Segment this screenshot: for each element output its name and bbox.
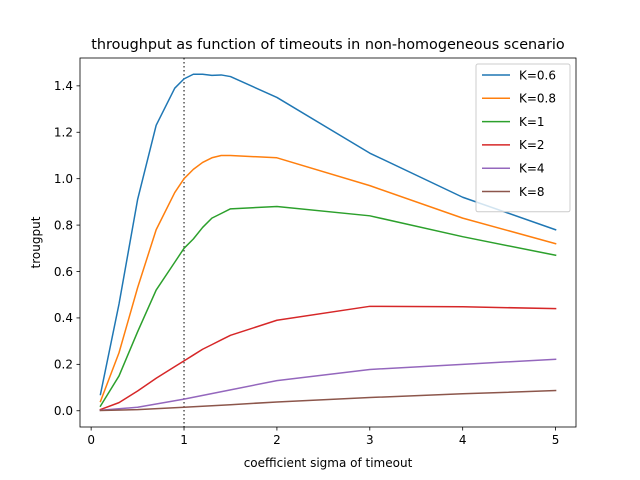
series-line-2 xyxy=(99,205,557,408)
chart-title: throughput as function of timeouts in no… xyxy=(91,37,565,53)
ticks-layer: 0 1 2 3 4 5 0.0 0.2 0.4 0.6 0.8 1.0 1.2 1.4 xyxy=(54,79,559,447)
legend-entry-label: K=1 xyxy=(519,115,545,129)
y-tick-label: 1.4 xyxy=(54,79,73,93)
y-tick-label: 0.2 xyxy=(54,358,73,372)
y-tick-label: 0.8 xyxy=(54,218,73,232)
y-tick-label: 0.0 xyxy=(54,404,73,418)
y-axis-label: trougput xyxy=(29,216,43,268)
series-line-0 xyxy=(99,73,557,396)
series-line-4 xyxy=(99,358,557,412)
x-axis-label: coefficient sigma of timeout xyxy=(244,456,413,470)
legend-entry-label: K=8 xyxy=(519,185,545,199)
legend-entry-label: K=0.8 xyxy=(519,92,556,106)
x-tick-label: 0 xyxy=(87,433,95,447)
series-line-3 xyxy=(99,305,557,411)
legend-entry-label: K=0.6 xyxy=(519,68,556,82)
y-tick-label: 1.0 xyxy=(54,172,73,186)
legend-entry-label: K=4 xyxy=(519,162,545,176)
legend-entry-label: K=2 xyxy=(519,138,545,152)
y-tick-label: 0.4 xyxy=(54,311,73,325)
series-line-1 xyxy=(99,154,557,403)
x-tick-label: 1 xyxy=(180,433,188,447)
x-tick-label: 3 xyxy=(366,433,374,447)
legend: K=0.6 K=0.8 K=1 K=2 K=4 K=8 xyxy=(475,63,571,213)
series-layer xyxy=(99,58,557,427)
y-tick-label: 0.6 xyxy=(54,265,73,279)
y-tick-label: 1.2 xyxy=(54,126,73,140)
x-tick-label: 2 xyxy=(273,433,281,447)
x-tick-label: 4 xyxy=(459,433,467,447)
axes-frame xyxy=(79,57,577,428)
x-tick-label: 5 xyxy=(552,433,560,447)
legend-box xyxy=(475,63,571,213)
series-line-5 xyxy=(99,389,557,412)
